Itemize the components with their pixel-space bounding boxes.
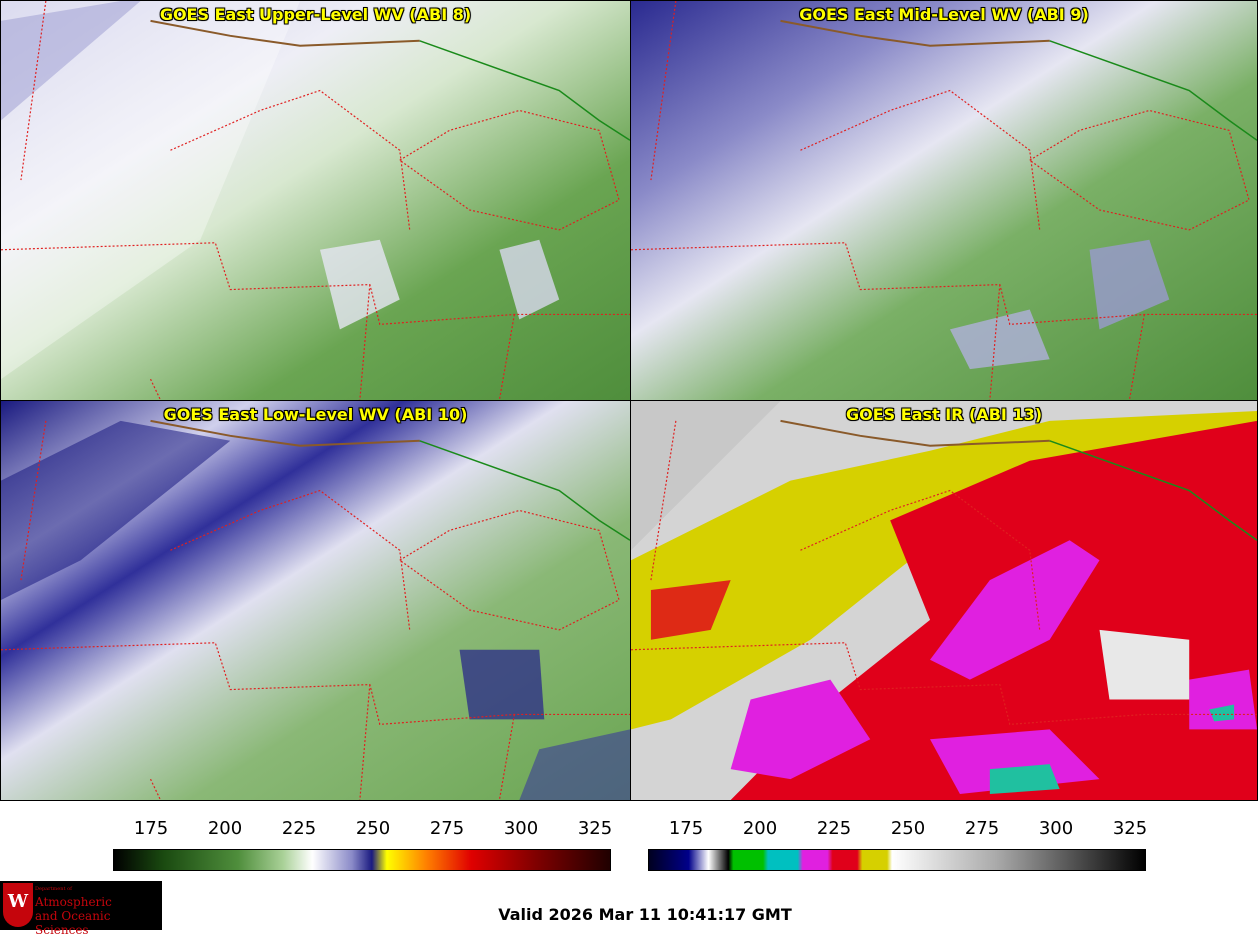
tick-label: 325 <box>1113 818 1147 839</box>
tick-label: 300 <box>504 818 538 839</box>
map-ir <box>631 401 1257 800</box>
map-mid-wv <box>631 1 1257 400</box>
panel-ir: GOES East IR (ABI 13) <box>630 400 1258 801</box>
tick-label: 200 <box>743 818 777 839</box>
tick-label: 225 <box>282 818 316 839</box>
tick-label: 250 <box>891 818 925 839</box>
tick-label: 225 <box>817 818 851 839</box>
panel-upper-wv: GOES East Upper-Level WV (ABI 8) <box>0 0 631 401</box>
panel-low-wv: GOES East Low-Level WV (ABI 10) <box>0 400 631 801</box>
panel-mid-wv: GOES East Mid-Level WV (ABI 9) <box>630 0 1258 401</box>
panel-title: GOES East Upper-Level WV (ABI 8) <box>1 5 630 24</box>
tick-label: 325 <box>578 818 612 839</box>
tick-label: 250 <box>356 818 390 839</box>
panel-title: GOES East Low-Level WV (ABI 10) <box>1 405 630 424</box>
tick-label: 275 <box>965 818 999 839</box>
tick-label: 300 <box>1039 818 1073 839</box>
valid-time: Valid 2026 Mar 11 10:41:17 GMT <box>0 905 1258 924</box>
tick-label: 175 <box>669 818 703 839</box>
colorbar-ir <box>648 849 1146 871</box>
map-upper-wv <box>1 1 630 400</box>
tick-label: 275 <box>430 818 464 839</box>
map-low-wv <box>1 401 630 800</box>
tick-label: 175 <box>134 818 168 839</box>
panel-title: GOES East Mid-Level WV (ABI 9) <box>631 5 1257 24</box>
logo-department: Department of <box>35 886 72 892</box>
tick-label: 200 <box>208 818 242 839</box>
panel-title: GOES East IR (ABI 13) <box>631 405 1257 424</box>
colorbar-wv <box>113 849 611 871</box>
